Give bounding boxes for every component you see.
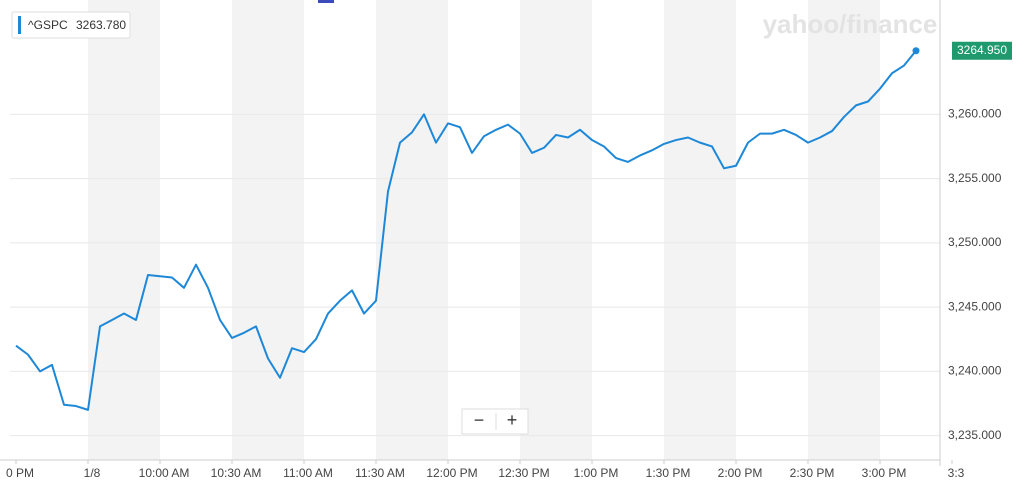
time-band [808, 0, 880, 460]
x-tick-label: 2:00 PM [718, 466, 763, 480]
time-band [664, 0, 736, 460]
logo: yahoo/finance [763, 9, 938, 39]
y-tick-label: 3,240.000 [948, 364, 1002, 378]
x-tick-label: 0 PM [6, 466, 34, 480]
x-tick-label: 3:3 [948, 466, 965, 480]
legend-value: 3263.780 [76, 18, 126, 32]
x-tick-label: 11:00 AM [283, 466, 333, 480]
time-band [376, 0, 448, 460]
legend-box [11, 11, 131, 39]
price-line [15, 50, 917, 411]
zoom-controls: − + [461, 408, 529, 435]
y-tick-label: 3,250.000 [948, 235, 1002, 249]
time-band [520, 0, 592, 460]
x-tick-label: 1/8 [84, 466, 101, 480]
zoom-in-button[interactable]: + [507, 410, 518, 430]
legend-swatch [18, 16, 21, 34]
x-tick-label: 12:30 PM [498, 466, 549, 480]
x-tick-label: 11:30 AM [355, 466, 405, 480]
last-point [912, 47, 920, 55]
last-value-label: 3264.950 [957, 43, 1007, 57]
x-tick-label: 10:00 AM [139, 466, 190, 480]
zoom-out-button[interactable]: − [474, 410, 485, 430]
x-tick-label: 1:30 PM [646, 466, 691, 480]
x-tick-label: 12:00 PM [426, 466, 477, 480]
zoom-box [461, 408, 529, 435]
y-tick-label: 3,245.000 [948, 299, 1002, 313]
time-band [232, 0, 304, 460]
tab-indicator [318, 0, 334, 3]
legend-name: ^GSPC [28, 18, 68, 32]
time-band [88, 0, 160, 460]
y-tick-label: 3,260.000 [948, 107, 1002, 121]
x-tick-label: 1:00 PM [574, 466, 619, 480]
x-tick-label: 2:30 PM [790, 466, 835, 480]
x-tick-label: 10:30 AM [211, 466, 262, 480]
last-value-box [952, 41, 1012, 60]
legend: ^GSPC 3263.780 [11, 11, 131, 39]
y-tick-label: 3,235.000 [948, 428, 1002, 442]
y-tick-label: 3,255.000 [948, 171, 1002, 185]
x-tick-label: 3:00 PM [862, 466, 907, 480]
